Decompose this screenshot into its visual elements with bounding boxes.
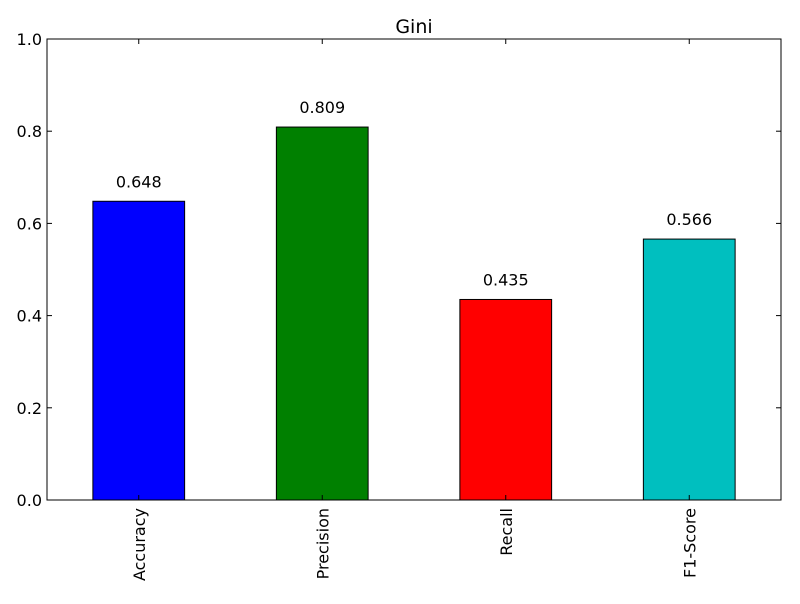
value-label: 0.566 — [666, 210, 712, 229]
y-tick-label: 0.8 — [17, 122, 42, 141]
bar-precision — [275, 126, 369, 501]
bar-recall — [459, 298, 553, 501]
y-tick-label: 0.2 — [17, 399, 42, 418]
y-tick-label: 1.0 — [17, 30, 42, 49]
value-label: 0.648 — [116, 172, 162, 191]
y-tick-label: 0.0 — [17, 491, 42, 510]
x-tick-label: Precision — [313, 508, 332, 579]
axes-layer: Accuracy Precision Recall F1-Score 0.0 0.2 0.4… — [17, 30, 782, 581]
plot-frame — [46, 38, 782, 501]
value-label: 0.435 — [483, 270, 529, 289]
x-tick-label: Recall — [497, 508, 516, 556]
x-tick-label: Accuracy — [130, 508, 149, 581]
value-label: 0.809 — [299, 98, 345, 117]
y-tick-label: 0.6 — [17, 214, 42, 233]
chart-title: Gini — [395, 16, 432, 38]
y-tick-label: 0.4 — [17, 307, 42, 326]
value-labels-layer: 0.648 0.809 0.435 0.566 — [116, 98, 712, 289]
x-tick-label: F1-Score — [680, 508, 699, 578]
bar-accuracy — [92, 200, 186, 501]
bar-f1-score — [642, 238, 736, 501]
bars-layer — [92, 126, 736, 501]
